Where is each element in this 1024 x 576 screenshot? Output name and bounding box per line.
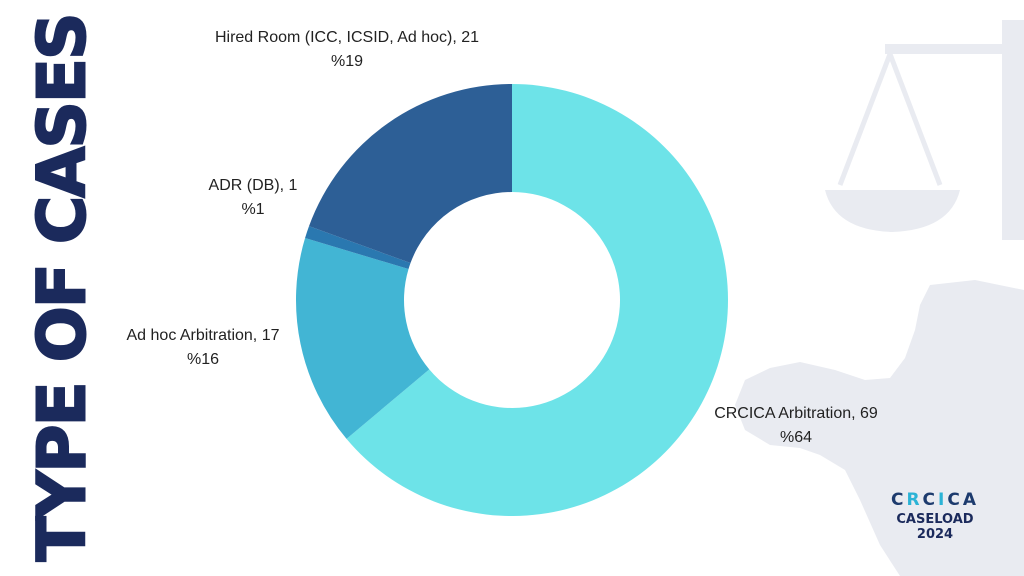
brand-name: CRCICA <box>880 490 990 510</box>
slice-percent-label: %1 <box>241 201 264 218</box>
chart-slice <box>305 226 411 270</box>
brand-letter: C <box>947 490 963 510</box>
slice-percent-label: %19 <box>331 53 363 70</box>
chart-slices <box>296 84 728 516</box>
brand-letter: R <box>906 490 923 510</box>
slice-percent-label: %64 <box>780 429 812 446</box>
brand-letter: A <box>962 490 980 510</box>
scales-of-justice-icon <box>825 20 1024 240</box>
africa-map-icon <box>735 280 1024 576</box>
chart-slice <box>309 84 512 264</box>
brand-line1: CASELOAD <box>896 512 974 527</box>
slice-percent-label: %16 <box>187 351 219 368</box>
brand-letter: C <box>922 490 939 510</box>
brand-letter: I <box>938 490 948 510</box>
chart-slice <box>296 238 430 439</box>
slice-label: CRCICA Arbitration, 69 <box>714 405 878 422</box>
brand-line2: 2024 <box>916 527 954 542</box>
chart-labels: CRCICA Arbitration, 69 %64 Ad hoc Arbitrat… <box>127 29 878 446</box>
chart-slice <box>346 84 728 516</box>
brand-caseload: CASELOAD 2024 <box>880 512 990 542</box>
brand-letter: C <box>890 490 907 510</box>
brand-logo: CRCICA CASELOAD 2024 <box>880 490 990 542</box>
slice-label: Hired Room (ICC, ICSID, Ad hoc), 21 <box>215 29 479 46</box>
slice-label: ADR (DB), 1 <box>209 177 298 194</box>
slice-label: Ad hoc Arbitration, 17 <box>127 327 280 344</box>
